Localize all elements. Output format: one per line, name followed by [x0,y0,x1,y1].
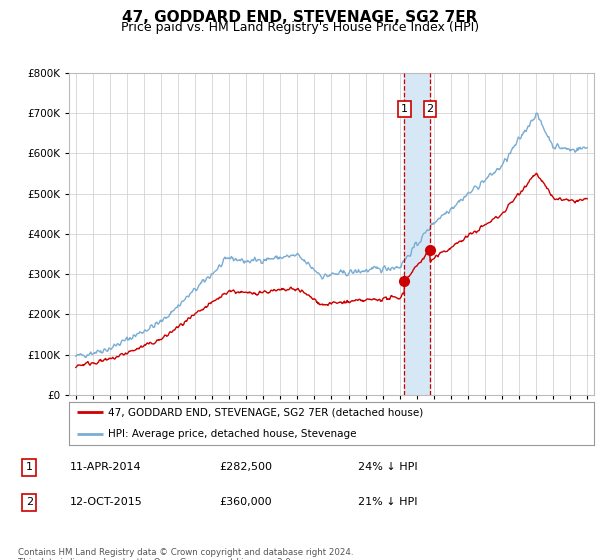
Text: Price paid vs. HM Land Registry's House Price Index (HPI): Price paid vs. HM Land Registry's House … [121,21,479,34]
Text: 2: 2 [427,104,434,114]
Text: 1: 1 [26,463,33,473]
Text: 2: 2 [26,497,33,507]
Text: 1: 1 [401,104,408,114]
Bar [404,73,430,395]
Text: 47, GODDARD END, STEVENAGE, SG2 7ER: 47, GODDARD END, STEVENAGE, SG2 7ER [122,10,478,25]
Text: HPI: Average price, detached house, Stevenage: HPI: Average price, detached house, Stev… [109,430,357,439]
Text: £360,000: £360,000 [220,497,272,507]
Text: 11-APR-2014: 11-APR-2014 [70,463,141,473]
Text: 47, GODDARD END, STEVENAGE, SG2 7ER (detached house): 47, GODDARD END, STEVENAGE, SG2 7ER (det… [109,408,424,417]
Text: 24% ↓ HPI: 24% ↓ HPI [358,463,417,473]
Text: 21% ↓ HPI: 21% ↓ HPI [358,497,417,507]
Text: Contains HM Land Registry data © Crown copyright and database right 2024.
This d: Contains HM Land Registry data © Crown c… [18,548,353,560]
Text: 12-OCT-2015: 12-OCT-2015 [70,497,142,507]
Text: £282,500: £282,500 [220,463,272,473]
